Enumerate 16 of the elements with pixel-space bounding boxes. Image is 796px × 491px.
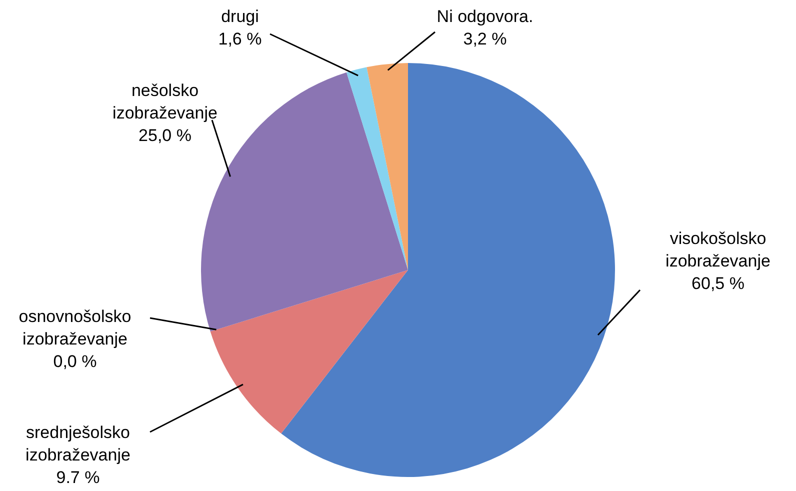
- pie-slice: [346, 67, 408, 270]
- data-label: 25,0 %: [138, 126, 192, 145]
- slice-label: drugi: [221, 7, 259, 26]
- pie-slice: [210, 270, 408, 434]
- pie-slice: [366, 63, 408, 270]
- slice-label: srednješolsko izobraževanje: [26, 423, 130, 464]
- slice-label: Ni odgovora.: [436, 7, 534, 26]
- pie-slice: [281, 63, 615, 477]
- slice-label: nešolsko izobraževanje: [112, 81, 218, 122]
- legend-label: osnovnošolsko izobraževanje: [18, 307, 132, 348]
- slice-label: visokošolsko izobraževanje: [666, 229, 770, 270]
- text: 0,0 %: [53, 352, 97, 371]
- data-label: 1,6 %: [218, 30, 262, 48]
- data-label: 60,5 %: [692, 274, 744, 293]
- data-label: 3,2 %: [463, 30, 507, 48]
- data-label: 9.7 %: [56, 468, 100, 487]
